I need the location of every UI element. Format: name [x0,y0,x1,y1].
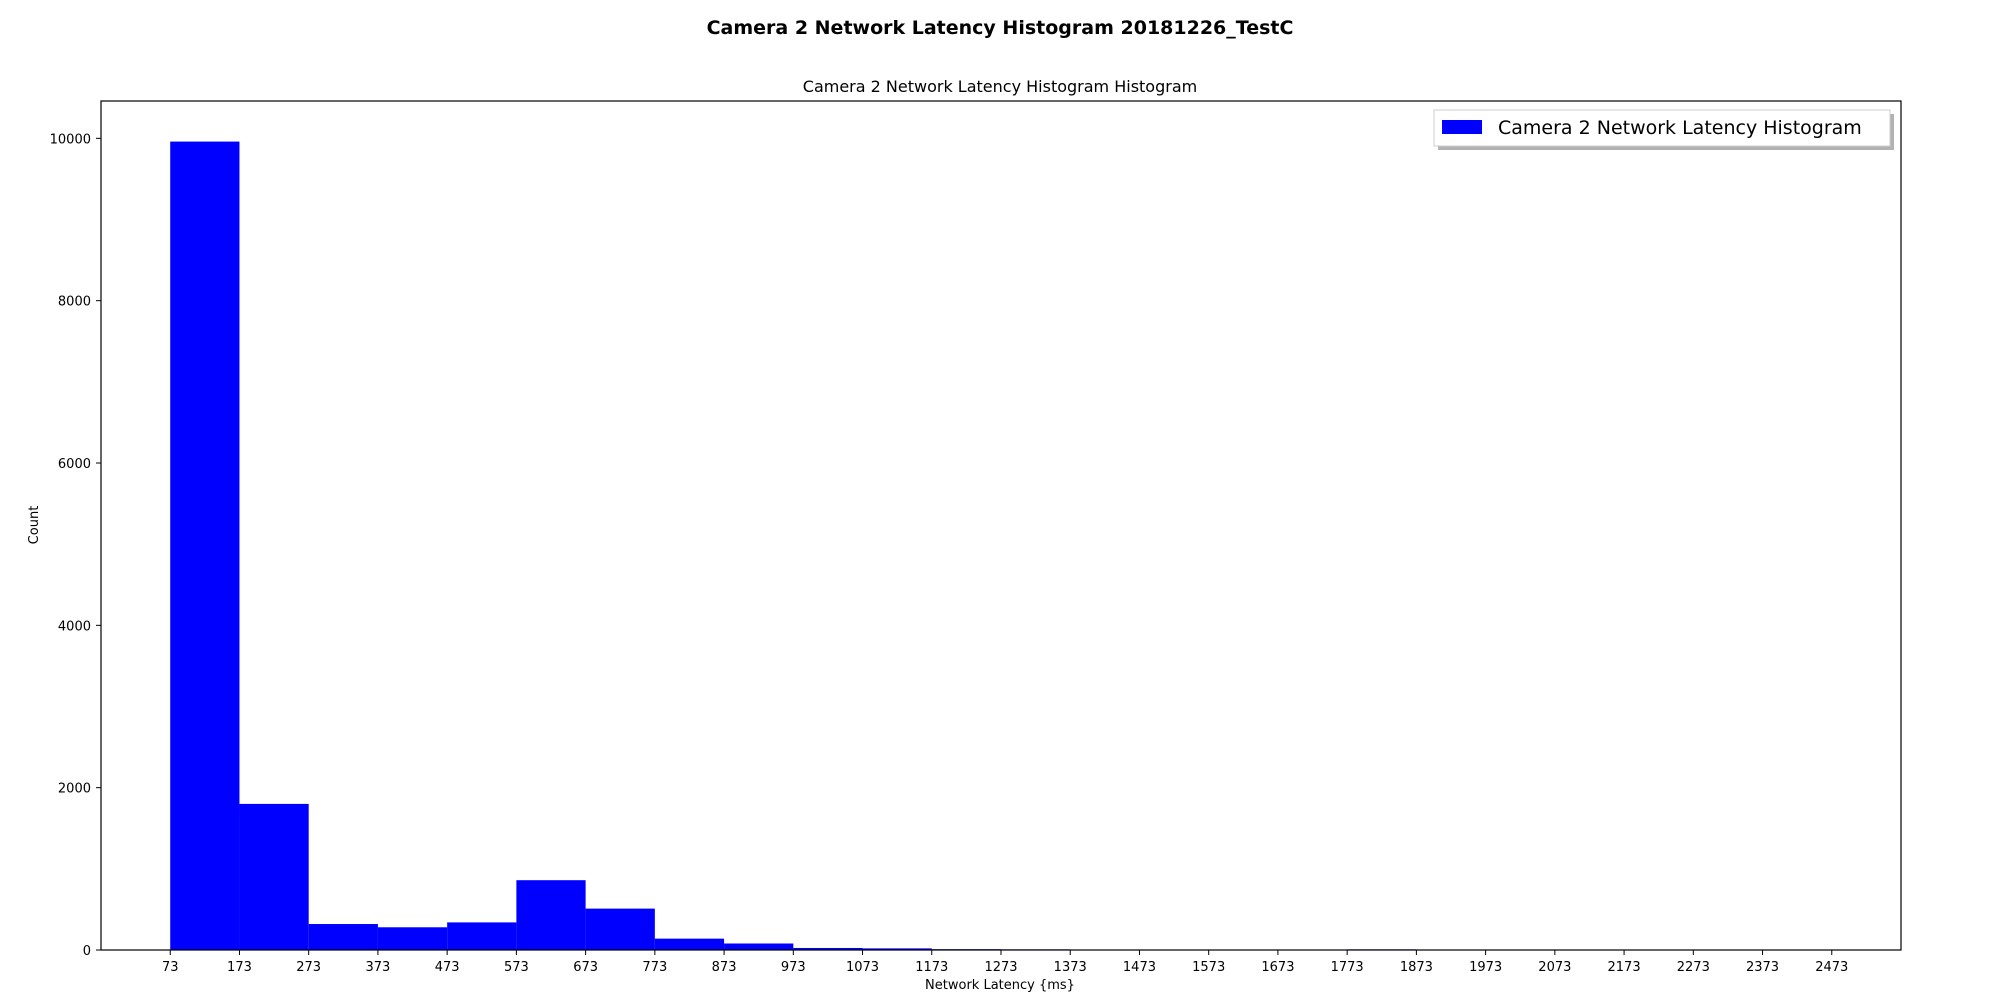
x-tick-label: 1473 [1123,960,1156,975]
y-tick-label: 10000 [50,132,91,147]
y-tick-label: 8000 [58,295,91,310]
x-tick-label: 2273 [1677,960,1710,975]
histogram-bar [239,803,309,950]
bars-group [170,141,1486,950]
histogram-bar [170,141,240,950]
x-tick-label: 1073 [846,960,879,975]
x-tick-label: 273 [296,960,321,975]
x-tick-label: 773 [642,960,667,975]
x-tick-label: 573 [504,960,529,975]
x-axis-label: Network Latency {ms} [925,978,1075,993]
x-tick-label: 73 [162,960,179,975]
x-tick-label: 373 [366,960,391,975]
legend: Camera 2 Network Latency Histogram [1433,109,1894,150]
legend-label: Camera 2 Network Latency Histogram [1498,117,1862,139]
y-tick-label: 2000 [58,782,91,797]
x-tick-label: 173 [227,960,252,975]
histogram-bar [862,948,932,950]
x-axis-ticks: 73 173 273 373 473 573 673 773 873 973 1073 1173 127… [162,950,1848,975]
histogram-bar [447,922,517,950]
x-tick-label: 2073 [1538,960,1571,975]
x-tick-label: 2173 [1608,960,1641,975]
x-tick-label: 873 [712,960,737,975]
histogram-bar [308,924,378,950]
axes-title: Camera 2 Network Latency Histogram Histo… [803,77,1197,96]
plot-frame [100,100,1902,951]
y-tick-label: 4000 [58,619,91,634]
x-tick-label: 973 [781,960,806,975]
histogram-bar [516,880,586,950]
x-tick-label: 1273 [984,960,1017,975]
histogram-bar [793,947,863,950]
histogram-bar [724,943,794,950]
y-axis-ticks: 0 2000 4000 6000 8000 10000 [50,132,101,959]
x-tick-label: 1673 [1261,960,1294,975]
legend-box [1433,109,1891,147]
x-tick-label: 1873 [1400,960,1433,975]
histogram-bar [585,908,655,950]
histogram-bar [654,938,725,950]
x-tick-label: 2473 [1815,960,1848,975]
x-tick-label: 2373 [1746,960,1779,975]
legend-swatch [1442,120,1482,134]
y-axis-label: Count [27,506,42,545]
x-tick-label: 473 [435,960,460,975]
x-tick-label: 1373 [1054,960,1087,975]
histogram-bar [377,927,448,950]
chart-title: Camera 2 Network Latency Histogram 20181… [707,17,1294,39]
x-tick-label: 1573 [1192,960,1225,975]
x-tick-label: 1173 [915,960,948,975]
y-tick-label: 0 [83,944,91,959]
x-tick-label: 1973 [1469,960,1502,975]
y-tick-label: 6000 [58,457,91,472]
x-tick-label: 673 [573,960,598,975]
x-tick-label: 1773 [1331,960,1364,975]
